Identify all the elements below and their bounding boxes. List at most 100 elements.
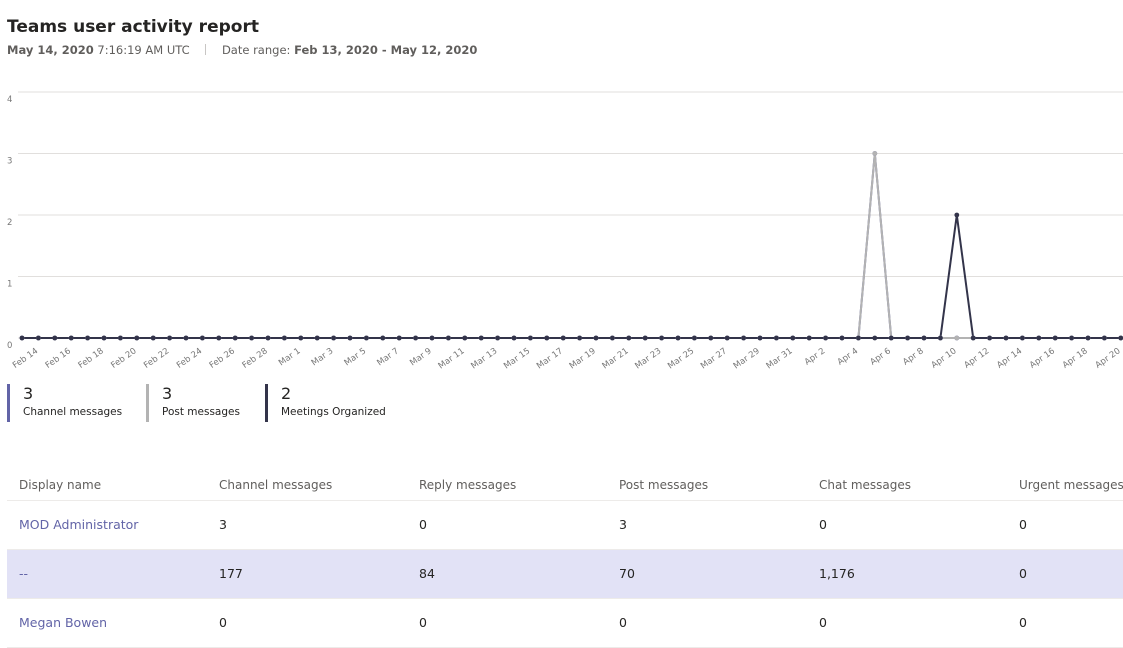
display-name-link[interactable]: Megan Bowen xyxy=(19,615,108,630)
x-tick-label: Mar 11 xyxy=(437,346,467,371)
data-point xyxy=(905,335,910,341)
x-tick-label: Apr 8 xyxy=(901,346,925,367)
x-tick-label: Apr 2 xyxy=(803,346,827,367)
cell: 0 xyxy=(1019,615,1027,630)
data-point xyxy=(774,335,779,341)
y-tick-label: 1 xyxy=(7,280,12,290)
data-point xyxy=(298,335,304,341)
data-point xyxy=(19,335,25,341)
data-point xyxy=(528,335,533,341)
data-point xyxy=(823,335,828,341)
x-tick-label: Mar 31 xyxy=(765,346,795,371)
y-tick-label: 4 xyxy=(7,95,12,105)
data-point xyxy=(167,335,173,341)
data-point xyxy=(413,335,418,341)
column-header: Urgent messages xyxy=(1019,478,1123,492)
table: Display name Channel messages Reply messag… xyxy=(7,466,1123,648)
legend-name: Post messages xyxy=(162,406,240,418)
x-tick-label: Apr 14 xyxy=(995,346,1024,370)
legend-total: 3 xyxy=(23,384,34,403)
data-point xyxy=(708,335,714,341)
x-tick-label: Mar 9 xyxy=(408,346,434,368)
data-point xyxy=(692,335,697,341)
display-name-link[interactable]: -- xyxy=(19,566,29,581)
x-tick-label: Feb 20 xyxy=(109,346,138,371)
display-name-link[interactable]: MOD Administrator xyxy=(19,517,139,532)
x-tick-label: Mar 5 xyxy=(343,346,369,368)
data-point xyxy=(1020,335,1025,341)
cell: 1,176 xyxy=(819,566,855,581)
data-point xyxy=(511,335,517,341)
data-point xyxy=(429,335,435,341)
data-point xyxy=(675,335,681,341)
legend-name: Channel messages xyxy=(23,406,123,418)
cell: 0 xyxy=(1019,566,1027,581)
x-tick-label: Mar 3 xyxy=(310,346,336,368)
column-header: Reply messages xyxy=(419,478,517,492)
x-tick-label: Mar 1 xyxy=(277,346,303,368)
data-point xyxy=(938,335,943,341)
series-line xyxy=(22,152,1121,339)
data-point xyxy=(1036,335,1042,341)
table-row[interactable]: MOD Administrator 3 0 3 0 0 xyxy=(7,501,1123,550)
data-point xyxy=(118,335,123,341)
legend-name: Meetings Organized xyxy=(281,406,386,418)
data-point xyxy=(314,335,320,341)
column-header: Post messages xyxy=(619,478,709,492)
table-row[interactable]: -- 177 84 70 1,176 0 xyxy=(7,550,1123,599)
data-point xyxy=(724,335,730,341)
data-point xyxy=(790,335,796,341)
cell: 0 xyxy=(619,615,627,630)
cell: 0 xyxy=(1019,517,1027,532)
cell: 0 xyxy=(419,615,427,630)
legend-item: 2 Meetings Organized xyxy=(265,384,386,422)
data-point xyxy=(68,335,74,341)
data-point xyxy=(52,335,58,341)
data-point xyxy=(1102,335,1107,341)
cell: 84 xyxy=(419,566,435,581)
data-point xyxy=(610,335,615,341)
data-point xyxy=(462,335,468,341)
data-point xyxy=(495,335,500,341)
data-point xyxy=(183,335,189,341)
x-tick-label: Feb 14 xyxy=(11,346,40,371)
data-point xyxy=(757,335,763,341)
x-tick-label: Mar 19 xyxy=(568,346,598,371)
data-point xyxy=(1069,335,1074,341)
y-tick-label: 0 xyxy=(7,341,12,351)
data-point xyxy=(872,151,878,156)
x-tick-label: Mar 29 xyxy=(732,346,762,371)
x-tick-label: Feb 18 xyxy=(77,346,106,371)
data-point xyxy=(249,335,255,341)
data-point xyxy=(544,335,550,341)
cell: 3 xyxy=(619,517,627,532)
data-point xyxy=(396,335,402,341)
data-point xyxy=(200,335,205,341)
cell: 3 xyxy=(219,517,227,532)
x-tick-label: Feb 28 xyxy=(241,346,270,371)
legend-total: 3 xyxy=(162,384,173,403)
x-tick-label: Mar 23 xyxy=(633,346,663,371)
data-point xyxy=(577,335,582,341)
x-tick-label: Feb 24 xyxy=(175,346,204,371)
report-subtitle: May 14, 2020 7:16:19 AM UTC Date range: … xyxy=(7,43,477,57)
x-tick-label: Apr 20 xyxy=(1094,346,1123,370)
data-point xyxy=(872,335,878,341)
series-line xyxy=(22,214,1121,339)
column-header: Chat messages xyxy=(819,478,912,492)
data-point xyxy=(216,335,222,341)
x-tick-label: Feb 26 xyxy=(208,346,237,371)
x-tick-label: Mar 17 xyxy=(535,346,565,371)
data-point xyxy=(741,335,746,341)
x-tick-label: Apr 6 xyxy=(868,346,892,367)
y-tick-label: 2 xyxy=(7,218,12,228)
data-point xyxy=(101,335,107,341)
x-tick-label: Apr 10 xyxy=(930,346,959,370)
data-point xyxy=(85,335,90,341)
separator xyxy=(205,44,207,55)
x-tick-label: Mar 15 xyxy=(502,346,532,371)
report-time: 7:16:19 AM UTC xyxy=(97,43,190,57)
table-row[interactable]: Megan Bowen 0 0 0 0 0 xyxy=(7,599,1123,648)
data-point xyxy=(446,335,451,341)
